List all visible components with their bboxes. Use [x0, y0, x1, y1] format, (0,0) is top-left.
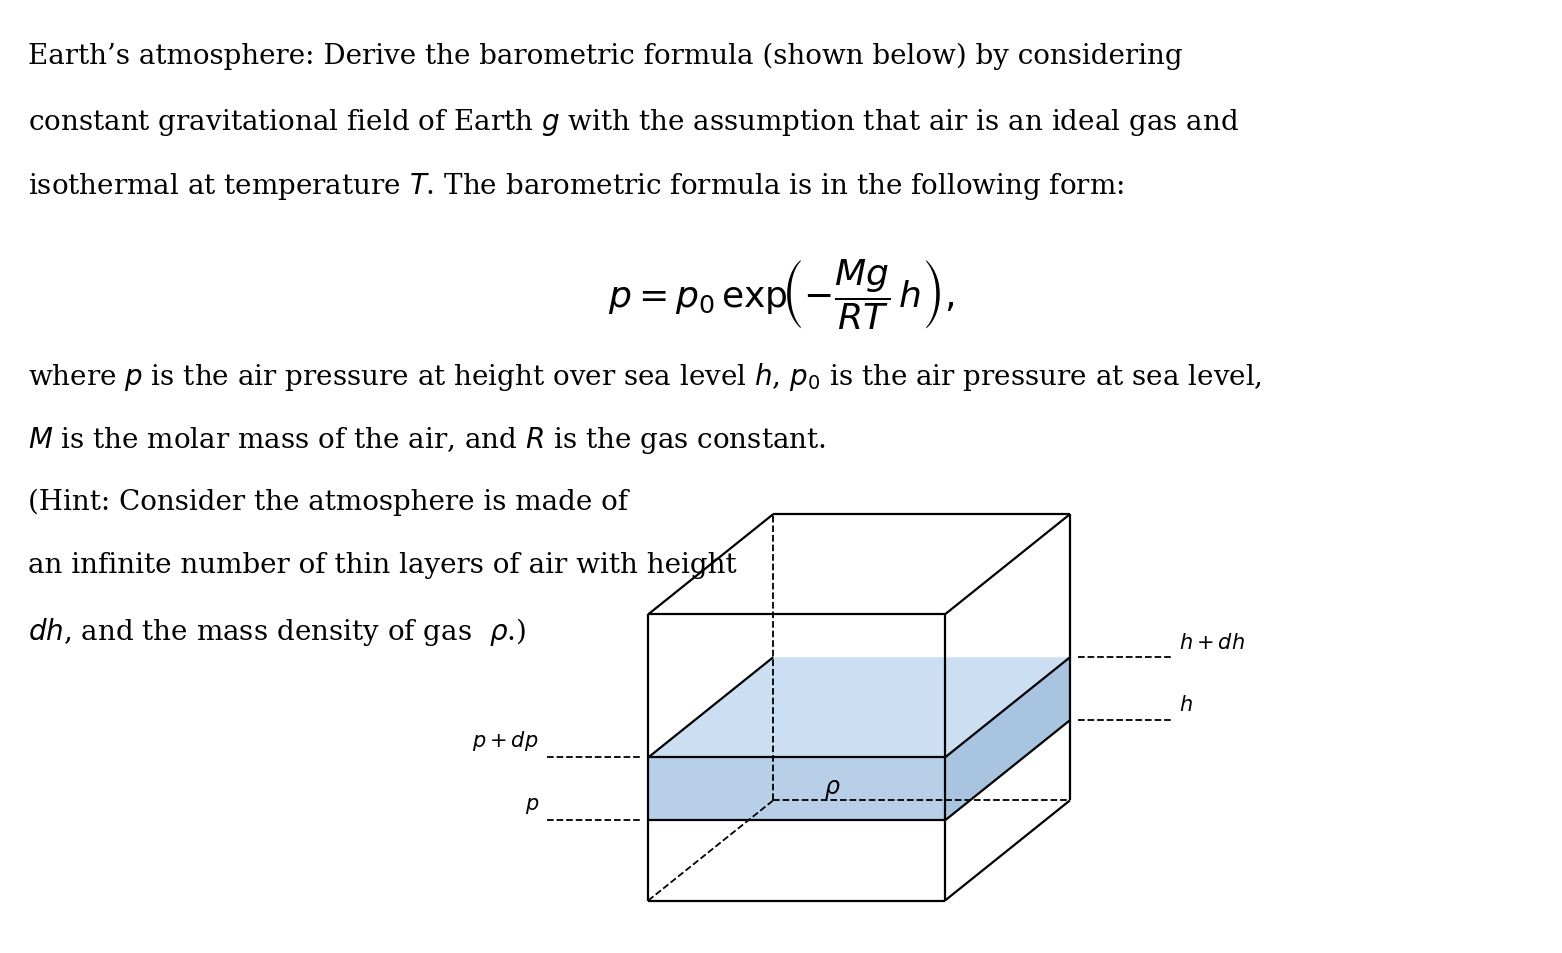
Text: isothermal at temperature $T$. The barometric formula is in the following form:: isothermal at temperature $T$. The barom… — [28, 171, 1125, 201]
Text: an infinite number of thin layers of air with height: an infinite number of thin layers of air… — [28, 552, 737, 578]
Text: $\rho$: $\rho$ — [823, 778, 840, 801]
Polygon shape — [648, 658, 1070, 758]
Text: $h + dh$: $h + dh$ — [1179, 632, 1245, 652]
Text: $h$: $h$ — [1179, 695, 1193, 715]
Text: $p = p_0\,\mathrm{exp}\!\left(-\dfrac{Mg}{RT}\,h\right),$: $p = p_0\,\mathrm{exp}\!\left(-\dfrac{Mg… — [608, 257, 954, 332]
Text: $p$: $p$ — [525, 795, 539, 815]
Polygon shape — [648, 758, 945, 821]
Text: where $p$ is the air pressure at height over sea level $h$, $p_0$ is the air pre: where $p$ is the air pressure at height … — [28, 360, 1262, 393]
Text: $dh$, and the mass density of gas  $\rho$.): $dh$, and the mass density of gas $\rho$… — [28, 616, 526, 648]
Polygon shape — [945, 658, 1070, 821]
Text: (Hint: Consider the atmosphere is made of: (Hint: Consider the atmosphere is made o… — [28, 488, 628, 516]
Text: Earth’s atmosphere: Derive the barometric formula (shown below) by considering: Earth’s atmosphere: Derive the barometri… — [28, 43, 1182, 71]
Text: $M$ is the molar mass of the air, and $R$ is the gas constant.: $M$ is the molar mass of the air, and $R… — [28, 424, 826, 455]
Text: constant gravitational field of Earth $g$ with the assumption that air is an ide: constant gravitational field of Earth $g… — [28, 107, 1239, 137]
Text: $p + dp$: $p + dp$ — [472, 728, 539, 752]
